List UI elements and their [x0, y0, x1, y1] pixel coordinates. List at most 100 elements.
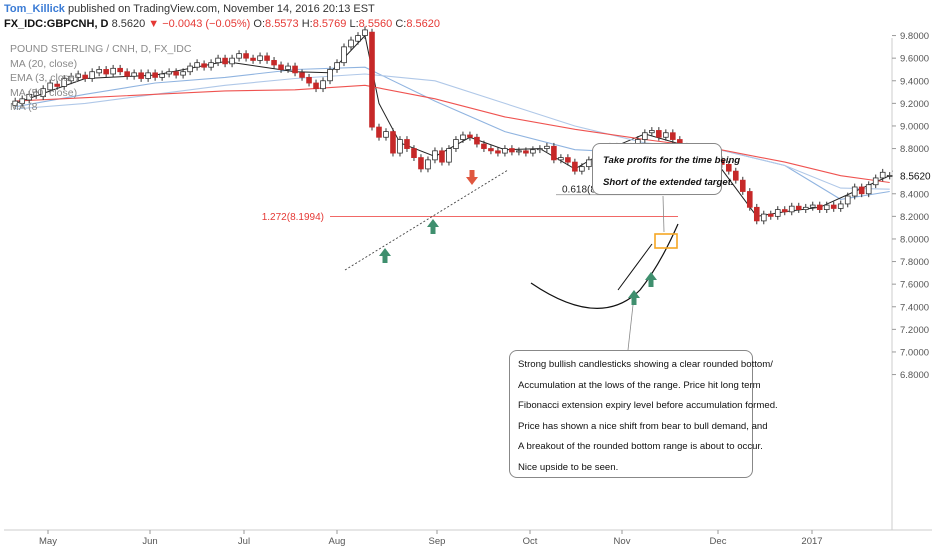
- candle[interactable]: [516, 150, 522, 153]
- candle[interactable]: [89, 71, 95, 79]
- candle[interactable]: [879, 171, 886, 179]
- candle[interactable]: [837, 203, 844, 209]
- candle[interactable]: [390, 131, 396, 154]
- candle[interactable]: [858, 186, 865, 195]
- candle[interactable]: [355, 35, 361, 42]
- candle[interactable]: [285, 65, 291, 70]
- candle[interactable]: [844, 195, 851, 205]
- legend-item-ema3[interactable]: EMA (3, close): [10, 72, 79, 85]
- candle[interactable]: [523, 150, 529, 154]
- author-link[interactable]: Tom_Killick: [4, 3, 65, 15]
- candle[interactable]: [788, 205, 795, 213]
- candle[interactable]: [201, 63, 207, 68]
- candle[interactable]: [739, 179, 746, 192]
- candle[interactable]: [138, 72, 144, 79]
- candle[interactable]: [215, 57, 221, 64]
- candle[interactable]: [495, 150, 501, 154]
- candle[interactable]: [33, 91, 39, 96]
- candle[interactable]: [68, 75, 74, 82]
- candle[interactable]: [19, 98, 25, 104]
- candle[interactable]: [586, 159, 592, 168]
- candle[interactable]: [145, 72, 151, 79]
- candle[interactable]: [271, 60, 277, 66]
- candle[interactable]: [292, 65, 298, 74]
- candle[interactable]: [432, 150, 438, 161]
- candle[interactable]: [257, 55, 263, 61]
- candle[interactable]: [103, 69, 109, 75]
- candle[interactable]: [663, 132, 669, 138]
- candle[interactable]: [746, 191, 753, 208]
- candle[interactable]: [558, 157, 564, 161]
- candle[interactable]: [397, 139, 403, 154]
- candle[interactable]: [670, 132, 676, 140]
- candle[interactable]: [411, 148, 417, 158]
- candle[interactable]: [544, 145, 550, 149]
- candle[interactable]: [250, 57, 256, 61]
- candle[interactable]: [481, 143, 487, 149]
- candle[interactable]: [61, 78, 67, 87]
- candle[interactable]: [774, 209, 781, 217]
- candle[interactable]: [502, 148, 508, 154]
- candle[interactable]: [823, 204, 830, 210]
- candle[interactable]: [47, 82, 53, 91]
- legend-item-ma50[interactable]: MA (50, close): [10, 86, 78, 99]
- candle[interactable]: [537, 148, 543, 151]
- candle[interactable]: [82, 74, 88, 79]
- candle[interactable]: [802, 206, 809, 210]
- candle[interactable]: [795, 205, 802, 210]
- candle[interactable]: [649, 130, 655, 134]
- candle[interactable]: [760, 213, 767, 222]
- candle[interactable]: [509, 148, 515, 153]
- candle[interactable]: [54, 83, 60, 87]
- candle[interactable]: [180, 71, 186, 76]
- candle[interactable]: [222, 57, 228, 65]
- candle[interactable]: [474, 136, 480, 145]
- candle[interactable]: [40, 88, 46, 97]
- candle[interactable]: [851, 186, 858, 197]
- candle[interactable]: [369, 31, 375, 128]
- candle[interactable]: [278, 64, 284, 70]
- candle[interactable]: [467, 134, 473, 138]
- candle[interactable]: [320, 80, 326, 90]
- candle[interactable]: [173, 71, 179, 76]
- legend-item-ma20[interactable]: MA (20, close): [10, 57, 78, 70]
- candle[interactable]: [348, 39, 354, 48]
- candle[interactable]: [530, 149, 536, 154]
- candle[interactable]: [886, 175, 893, 177]
- target-box[interactable]: [654, 233, 678, 249]
- candle[interactable]: [453, 139, 459, 149]
- candle[interactable]: [26, 93, 32, 101]
- candle[interactable]: [194, 62, 200, 68]
- candle[interactable]: [152, 72, 158, 78]
- candle[interactable]: [166, 71, 172, 75]
- candle[interactable]: [872, 177, 879, 186]
- candle[interactable]: [753, 206, 760, 222]
- candle[interactable]: [229, 57, 235, 65]
- candle[interactable]: [306, 76, 312, 84]
- candle[interactable]: [816, 204, 823, 210]
- candle[interactable]: [767, 213, 774, 217]
- candle[interactable]: [565, 157, 571, 163]
- candle[interactable]: [809, 204, 816, 208]
- candle[interactable]: [439, 150, 445, 163]
- candle[interactable]: [642, 132, 648, 140]
- candle[interactable]: [159, 73, 165, 78]
- candle[interactable]: [830, 204, 837, 209]
- rounded-bottom-curve[interactable]: [530, 223, 679, 309]
- candle[interactable]: [341, 46, 347, 64]
- breakout-line[interactable]: [617, 243, 653, 291]
- candle[interactable]: [488, 148, 494, 152]
- candle[interactable]: [418, 157, 424, 170]
- candle[interactable]: [327, 69, 333, 82]
- candle[interactable]: [425, 159, 431, 170]
- candle[interactable]: [243, 53, 249, 59]
- candle[interactable]: [117, 67, 123, 73]
- candle[interactable]: [551, 145, 557, 161]
- candle[interactable]: [334, 62, 340, 70]
- candle[interactable]: [460, 134, 466, 140]
- candle[interactable]: [75, 73, 81, 78]
- candle[interactable]: [299, 72, 305, 78]
- candle[interactable]: [383, 131, 389, 138]
- candle[interactable]: [264, 55, 270, 61]
- candle[interactable]: [732, 170, 739, 181]
